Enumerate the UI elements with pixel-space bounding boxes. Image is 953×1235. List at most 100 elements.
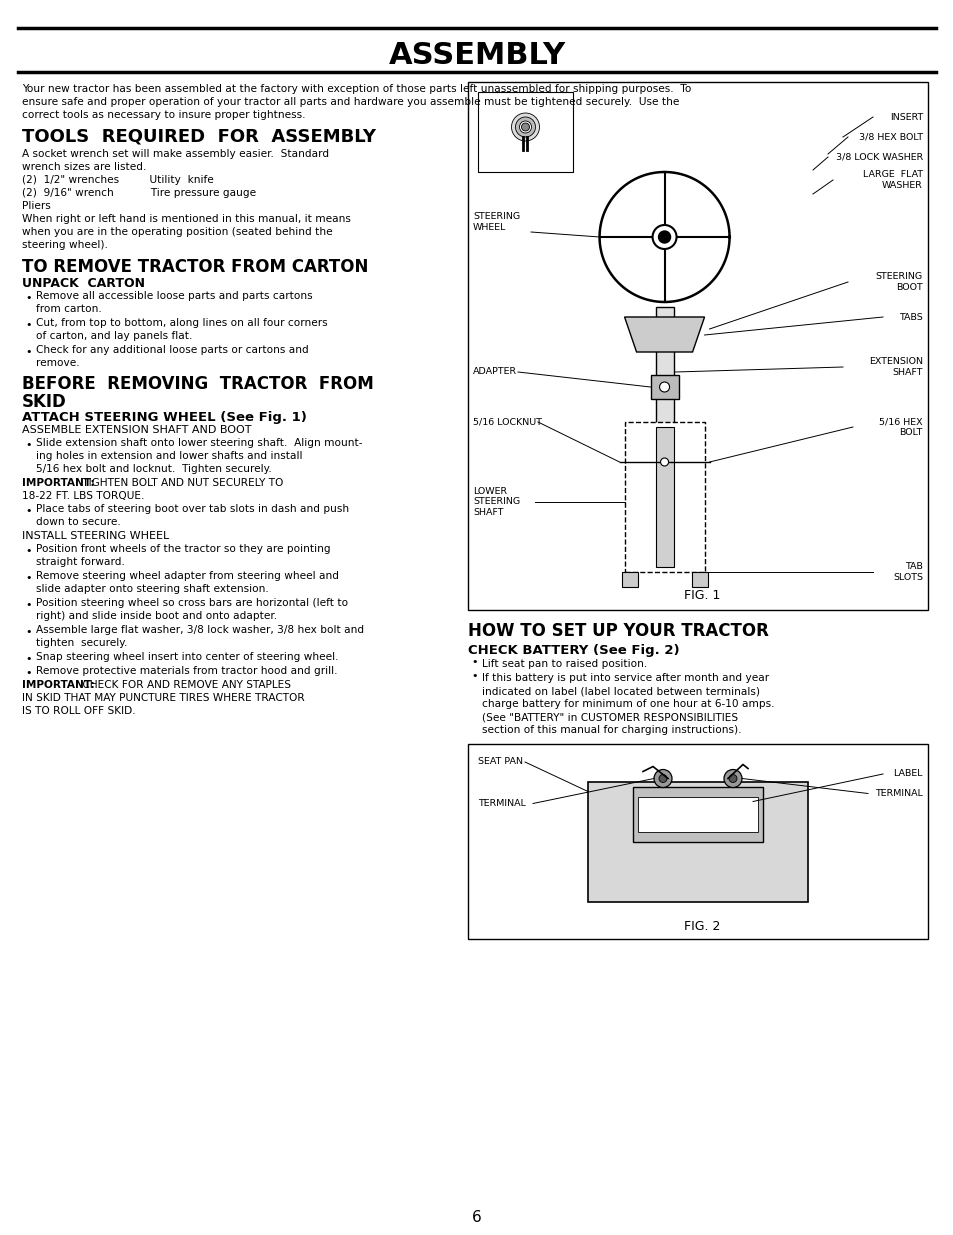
Text: When right or left hand is mentioned in this manual, it means: When right or left hand is mentioned in …: [22, 214, 351, 224]
Text: Assemble large flat washer, 3/8 lock washer, 3/8 hex bolt and: Assemble large flat washer, 3/8 lock was…: [36, 625, 364, 635]
Text: •: •: [25, 440, 31, 450]
Text: charge battery for minimum of one hour at 6-10 amps.: charge battery for minimum of one hour a…: [481, 699, 774, 709]
Text: TERMINAL: TERMINAL: [477, 799, 525, 808]
Text: Remove protective materials from tractor hood and grill.: Remove protective materials from tractor…: [36, 666, 337, 676]
Text: TAB
SLOTS: TAB SLOTS: [892, 562, 923, 582]
Bar: [638, 797, 758, 831]
Text: HOW TO SET UP YOUR TRACTOR: HOW TO SET UP YOUR TRACTOR: [468, 622, 768, 640]
Circle shape: [519, 121, 531, 133]
Text: slide adapter onto steering shaft extension.: slide adapter onto steering shaft extens…: [36, 584, 269, 594]
Text: wrench sizes are listed.: wrench sizes are listed.: [22, 162, 146, 172]
Text: INSTALL STEERING WHEEL: INSTALL STEERING WHEEL: [22, 531, 169, 541]
Bar: [477, 91, 573, 172]
Circle shape: [723, 769, 741, 788]
Text: CHECK FOR AND REMOVE ANY STAPLES: CHECK FOR AND REMOVE ANY STAPLES: [79, 680, 291, 690]
Text: •: •: [25, 600, 31, 610]
Text: BEFORE  REMOVING  TRACTOR  FROM: BEFORE REMOVING TRACTOR FROM: [22, 375, 374, 393]
Text: from carton.: from carton.: [36, 304, 102, 314]
Text: Your new tractor has been assembled at the factory with exception of those parts: Your new tractor has been assembled at t…: [22, 84, 691, 94]
Text: Snap steering wheel insert into center of steering wheel.: Snap steering wheel insert into center o…: [36, 652, 338, 662]
Text: ASSEMBLY: ASSEMBLY: [388, 41, 565, 69]
Bar: [468, 743, 927, 939]
Text: Check for any additional loose parts or cartons and: Check for any additional loose parts or …: [36, 345, 309, 354]
Circle shape: [659, 382, 669, 391]
Text: TERMINAL: TERMINAL: [874, 789, 923, 798]
Circle shape: [728, 774, 737, 783]
Text: 18-22 FT. LBS TORQUE.: 18-22 FT. LBS TORQUE.: [22, 492, 144, 501]
Text: indicated on label (label located between terminals): indicated on label (label located betwee…: [481, 685, 760, 697]
Text: Position front wheels of the tractor so they are pointing: Position front wheels of the tractor so …: [36, 543, 331, 555]
Circle shape: [658, 231, 670, 243]
Text: IMPORTANT:: IMPORTANT:: [22, 680, 94, 690]
Polygon shape: [624, 317, 704, 352]
Text: Remove steering wheel adapter from steering wheel and: Remove steering wheel adapter from steer…: [36, 571, 338, 580]
Text: UNPACK  CARTON: UNPACK CARTON: [22, 277, 145, 290]
Text: •: •: [25, 506, 31, 516]
Text: Place tabs of steering boot over tab slots in dash and push: Place tabs of steering boot over tab slo…: [36, 504, 349, 514]
Text: •: •: [25, 668, 31, 678]
Bar: [650, 375, 678, 399]
Text: Position steering wheel so cross bars are horizontal (left to: Position steering wheel so cross bars ar…: [36, 598, 348, 608]
Circle shape: [515, 117, 535, 137]
Bar: [624, 422, 704, 572]
Text: •: •: [25, 573, 31, 583]
Text: FIG. 1: FIG. 1: [683, 589, 720, 601]
Text: TIGHTEN BOLT AND NUT SECURELY TO: TIGHTEN BOLT AND NUT SECURELY TO: [79, 478, 283, 488]
Text: ADAPTER: ADAPTER: [473, 368, 517, 377]
Text: steering wheel).: steering wheel).: [22, 240, 108, 249]
Text: 3/8 LOCK WASHER: 3/8 LOCK WASHER: [835, 152, 923, 162]
Text: right) and slide inside boot and onto adapter.: right) and slide inside boot and onto ad…: [36, 611, 276, 621]
Bar: [468, 82, 927, 610]
Circle shape: [652, 225, 676, 249]
Text: 3/8 HEX BOLT: 3/8 HEX BOLT: [858, 132, 923, 142]
Text: IS TO ROLL OFF SKID.: IS TO ROLL OFF SKID.: [22, 706, 135, 716]
Text: 5/16 LOCKNUT: 5/16 LOCKNUT: [473, 417, 541, 426]
Text: (2)  1/2" wrenches         Utility  knife: (2) 1/2" wrenches Utility knife: [22, 175, 213, 185]
Circle shape: [659, 458, 668, 466]
Text: •: •: [25, 347, 31, 357]
Text: IMPORTANT:: IMPORTANT:: [22, 478, 94, 488]
Text: remove.: remove.: [36, 358, 79, 368]
Text: ASSEMBLE EXTENSION SHAFT AND BOOT: ASSEMBLE EXTENSION SHAFT AND BOOT: [22, 425, 252, 435]
Circle shape: [511, 112, 539, 141]
Text: TABS: TABS: [899, 312, 923, 321]
Circle shape: [659, 774, 666, 783]
Text: ing holes in extension and lower shafts and install: ing holes in extension and lower shafts …: [36, 451, 302, 461]
Text: Slide extension shaft onto lower steering shaft.  Align mount-: Slide extension shaft onto lower steerin…: [36, 438, 362, 448]
Text: •: •: [25, 320, 31, 330]
Bar: [655, 308, 673, 513]
Text: of carton, and lay panels flat.: of carton, and lay panels flat.: [36, 331, 193, 341]
Text: TO REMOVE TRACTOR FROM CARTON: TO REMOVE TRACTOR FROM CARTON: [22, 258, 368, 275]
Text: LOWER
STEERING
SHAFT: LOWER STEERING SHAFT: [473, 487, 519, 517]
Text: EXTENSION
SHAFT: EXTENSION SHAFT: [868, 357, 923, 377]
Text: ensure safe and proper operation of your tractor all parts and hardware you asse: ensure safe and proper operation of your…: [22, 98, 679, 107]
Text: •: •: [25, 546, 31, 556]
Text: TOOLS  REQUIRED  FOR  ASSEMBLY: TOOLS REQUIRED FOR ASSEMBLY: [22, 127, 375, 144]
Text: •: •: [25, 627, 31, 637]
Text: correct tools as necessary to insure proper tightness.: correct tools as necessary to insure pro…: [22, 110, 305, 120]
Text: Remove all accessible loose parts and parts cartons: Remove all accessible loose parts and pa…: [36, 291, 313, 301]
Text: A socket wrench set will make assembly easier.  Standard: A socket wrench set will make assembly e…: [22, 149, 329, 159]
Text: straight forward.: straight forward.: [36, 557, 125, 567]
Text: •: •: [25, 293, 31, 303]
Text: LABEL: LABEL: [893, 769, 923, 778]
Text: Pliers: Pliers: [22, 201, 51, 211]
Text: STEERING
WHEEL: STEERING WHEEL: [473, 212, 519, 232]
Text: (See "BATTERY" in CUSTOMER RESPONSIBILITIES: (See "BATTERY" in CUSTOMER RESPONSIBILIT…: [481, 713, 738, 722]
Text: SKID: SKID: [22, 393, 67, 411]
Bar: [587, 782, 807, 902]
Text: •: •: [25, 655, 31, 664]
Text: •: •: [471, 671, 477, 680]
Text: Cut, from top to bottom, along lines on all four corners: Cut, from top to bottom, along lines on …: [36, 317, 327, 329]
Text: If this battery is put into service after month and year: If this battery is put into service afte…: [481, 673, 768, 683]
Text: LARGE  FLAT
WASHER: LARGE FLAT WASHER: [862, 170, 923, 190]
Bar: [691, 572, 707, 587]
Text: STEERING
BOOT: STEERING BOOT: [875, 272, 923, 291]
Text: Lift seat pan to raised position.: Lift seat pan to raised position.: [481, 659, 646, 669]
Bar: [633, 787, 762, 841]
Text: •: •: [471, 657, 477, 667]
Text: INSERT: INSERT: [889, 112, 923, 121]
Text: (2)  9/16" wrench           Tire pressure gauge: (2) 9/16" wrench Tire pressure gauge: [22, 188, 255, 198]
Text: 6: 6: [472, 1209, 481, 1224]
Bar: [655, 427, 673, 567]
